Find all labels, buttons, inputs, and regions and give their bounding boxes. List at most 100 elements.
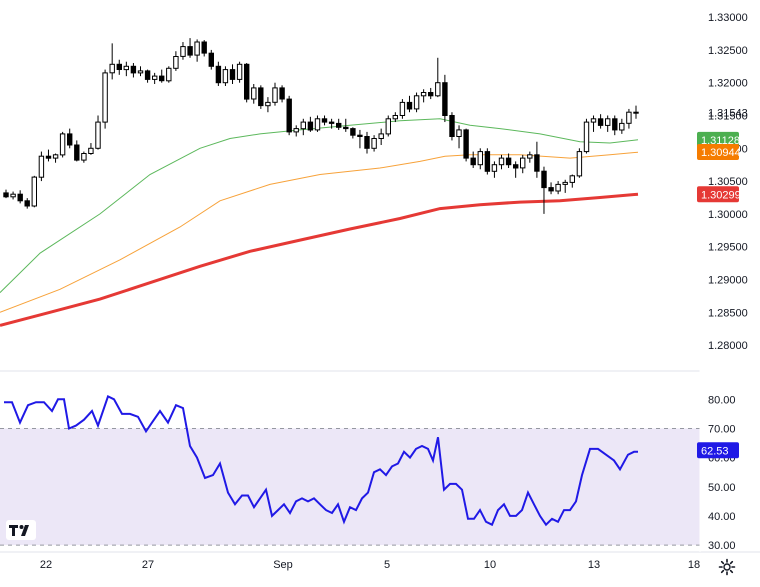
candle-up xyxy=(300,121,307,130)
candle-down xyxy=(321,118,328,123)
ma-orange-badge-label: 1.30944 xyxy=(701,147,741,159)
ma-red-badge xyxy=(697,186,739,203)
candle-up xyxy=(392,115,399,120)
candle-down xyxy=(130,65,137,74)
candle-down xyxy=(208,52,215,67)
candle-down xyxy=(307,121,314,131)
ma-green-badge-label: 1.31128 xyxy=(701,135,740,147)
candle-up xyxy=(293,128,299,133)
rsi-line xyxy=(4,395,638,527)
candle-down xyxy=(187,46,193,56)
candle-up xyxy=(59,133,66,156)
candle-down xyxy=(612,118,618,131)
candle-down xyxy=(336,122,342,128)
candle-up xyxy=(180,46,186,57)
candle-up xyxy=(498,157,505,166)
candle-up xyxy=(555,183,561,192)
candle-down xyxy=(548,187,554,192)
candle-down xyxy=(215,65,222,84)
candle-down xyxy=(449,115,455,137)
candle-up xyxy=(619,122,625,131)
candle-down xyxy=(350,128,356,136)
candle-up xyxy=(31,176,37,207)
candle-up xyxy=(314,118,321,131)
candle-down xyxy=(343,126,349,130)
candle-up xyxy=(109,63,115,74)
candle-down xyxy=(244,63,250,100)
rsi-overbought-oversold-band xyxy=(0,427,700,546)
candle-down xyxy=(597,118,604,126)
rsi-tick-label: 40.00 xyxy=(708,511,736,523)
candle-down xyxy=(470,157,476,166)
rsi-tick-label: 30.00 xyxy=(708,540,736,552)
candle-down xyxy=(463,129,469,159)
time-axis[interactable]: 22 27 Sep 5 10 13 18 xyxy=(40,559,700,571)
candle-up xyxy=(137,70,144,74)
candle-up xyxy=(626,111,632,124)
candle-up xyxy=(605,118,611,126)
candle-up xyxy=(265,101,271,107)
candle-up xyxy=(95,121,101,149)
time-tick-label: 18 xyxy=(688,559,700,571)
candle-up xyxy=(435,82,441,97)
candle-up xyxy=(576,151,583,177)
candle-up xyxy=(123,65,129,71)
price-tick-label: 1.29000 xyxy=(708,274,748,286)
candle-up xyxy=(10,193,16,198)
candle-down xyxy=(406,101,413,110)
candlesticks xyxy=(3,38,639,214)
candle-down xyxy=(357,134,363,137)
time-tick-label: 22 xyxy=(40,559,52,571)
candle-down xyxy=(258,87,264,107)
candle-up xyxy=(562,181,568,185)
price-tick-label: 1.32500 xyxy=(708,45,748,57)
candle-down xyxy=(484,151,491,172)
candle-down xyxy=(428,92,434,97)
time-tick-label: 5 xyxy=(384,559,390,571)
candle-up xyxy=(413,95,420,110)
ma-green-badge xyxy=(697,131,739,148)
candle-up xyxy=(371,138,377,149)
candle-up xyxy=(88,147,94,155)
candle-down xyxy=(286,98,292,133)
candle-up xyxy=(81,153,87,161)
candle-down xyxy=(159,75,165,82)
price-tick-label: 1.32000 xyxy=(708,78,748,90)
settings-gear-icon[interactable] xyxy=(716,556,738,578)
candle-up xyxy=(152,75,158,80)
candle-down xyxy=(541,170,547,189)
rsi-tick-label: 80.00 xyxy=(708,394,736,406)
candle-down xyxy=(116,63,122,71)
time-tick-label: Sep xyxy=(273,559,293,571)
candle-down xyxy=(74,144,80,161)
candle-down xyxy=(229,69,236,80)
candle-up xyxy=(251,87,257,100)
candle-up xyxy=(52,154,59,159)
time-tick-label: 10 xyxy=(484,559,496,571)
candle-down xyxy=(279,87,285,100)
candle-up xyxy=(222,69,229,84)
ma-red-badge-label: 1.30299 xyxy=(701,189,741,201)
candle-up xyxy=(583,121,590,153)
candle-down xyxy=(144,70,151,80)
candle-up xyxy=(102,72,108,123)
rsi-value-badge xyxy=(697,442,739,459)
candle-up xyxy=(194,41,200,56)
candle-down xyxy=(24,200,30,207)
candle-up xyxy=(399,101,406,117)
candle-down xyxy=(201,41,207,54)
ma-orange-line xyxy=(0,151,639,313)
tradingview-logo[interactable] xyxy=(6,520,36,540)
candle-down xyxy=(513,164,519,169)
price-axis[interactable]: 1.330001.325001.320001.315001.310001.305… xyxy=(708,12,748,352)
price-tick-label: 1.29500 xyxy=(708,242,748,254)
ma-green-line xyxy=(0,118,639,293)
rsi-tick-label: 50.00 xyxy=(708,482,736,494)
price-tick-label: 1.28000 xyxy=(708,340,748,352)
rsi-value-badge-label: 62.53 xyxy=(701,445,729,457)
price-tick-label: 1.30500 xyxy=(708,176,748,188)
candle-up xyxy=(378,133,384,139)
